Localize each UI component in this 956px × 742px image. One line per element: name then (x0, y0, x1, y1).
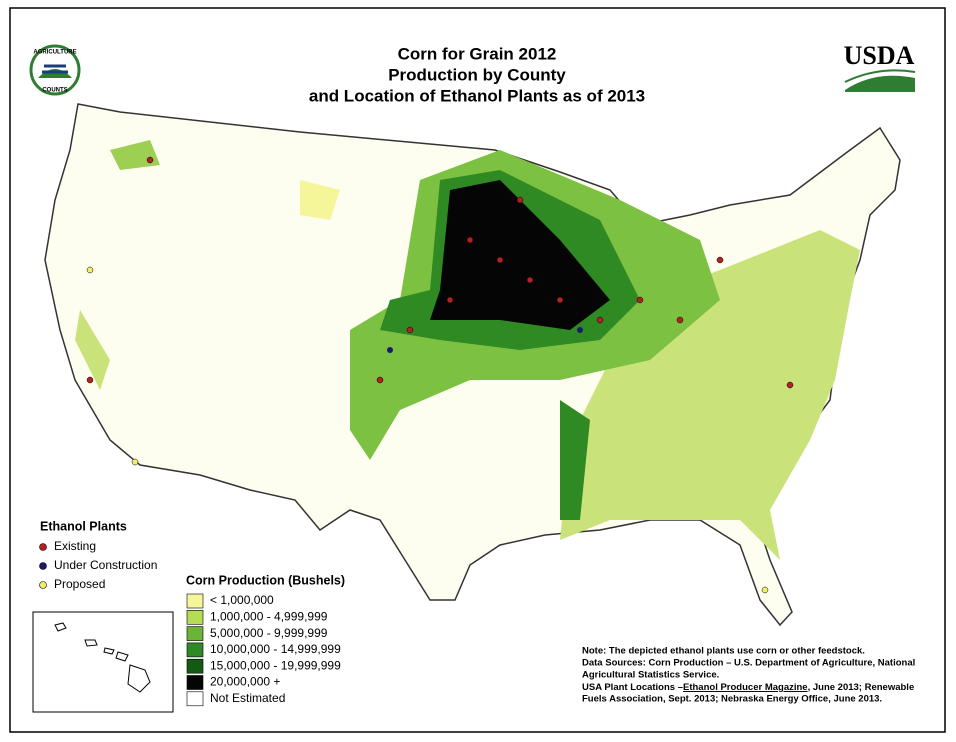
legend-swatch (186, 675, 204, 690)
note: Fuels Association, Sept. 2013; Nebraska … (582, 694, 882, 705)
note: Note: The depicted ethanol plants use co… (582, 646, 865, 657)
legend-marker (39, 562, 47, 570)
legend-marker (39, 581, 47, 589)
legend-title: Ethanol Plants (40, 519, 127, 533)
note-part: , June 2013; Renewable (808, 682, 915, 693)
agriculture-counts-logo: AGRICULTURE COUNTS (29, 44, 81, 96)
legend-label: 5,000,000 - 9,999,999 (210, 626, 328, 640)
legend-label: Proposed (54, 577, 105, 591)
legend-swatch (186, 593, 204, 609)
usda-logo: USDA (844, 41, 916, 92)
notes: Note: The depicted ethanol plants use co… (582, 646, 915, 705)
title-line: and Location of Ethanol Plants as of 201… (309, 86, 645, 105)
legend-swatch (186, 626, 204, 641)
legend-swatch (186, 691, 204, 707)
legend-swatch (186, 642, 204, 658)
ethanol-legend: Ethanol Plants Existing Under Constructio… (39, 519, 157, 591)
legend-title: Corn Production (Bushels) (186, 573, 345, 587)
logo-text: COUNTS (42, 88, 67, 94)
legend-label: 1,000,000 - 4,999,999 (210, 609, 328, 623)
title-line: Production by County (388, 65, 566, 84)
legend-swatch (186, 658, 204, 674)
legend-label: Under Construction (54, 558, 157, 572)
logo-text: USDA (844, 41, 915, 70)
legend-label: 15,000,000 - 19,999,999 (210, 658, 341, 672)
note-part: USA Plant Locations – (582, 682, 683, 693)
legend-swatch (186, 609, 204, 625)
note: USA Plant Locations –Ethanol Producer Ma… (582, 682, 914, 693)
title-line: Corn for Grain 2012 (398, 44, 557, 63)
hawaii-inset (32, 611, 174, 713)
legend-label: Existing (54, 539, 96, 553)
legend-label: < 1,000,000 (210, 593, 274, 607)
legend-label: Not Estimated (210, 691, 285, 705)
corn-legend: Corn Production (Bushels) < 1,000,000 1,0… (186, 573, 345, 707)
us-map (44, 103, 901, 627)
note: Data Sources: Corn Production – U.S. Dep… (582, 658, 915, 669)
note: Agricultural Statistics Service. (582, 670, 719, 681)
legend-label: 20,000,000 + (210, 675, 280, 689)
note-part: Ethanol Producer Magazine (683, 682, 808, 693)
logo-text: AGRICULTURE (33, 50, 76, 56)
legend-marker (39, 543, 47, 551)
legend-label: 10,000,000 - 14,999,999 (210, 642, 341, 656)
